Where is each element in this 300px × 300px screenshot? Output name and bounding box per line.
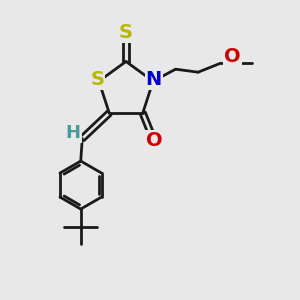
Text: S: S <box>90 70 104 89</box>
Text: O: O <box>146 130 163 150</box>
Text: S: S <box>119 22 133 42</box>
Text: H: H <box>66 124 81 142</box>
Text: N: N <box>146 70 162 89</box>
Text: O: O <box>224 47 241 66</box>
